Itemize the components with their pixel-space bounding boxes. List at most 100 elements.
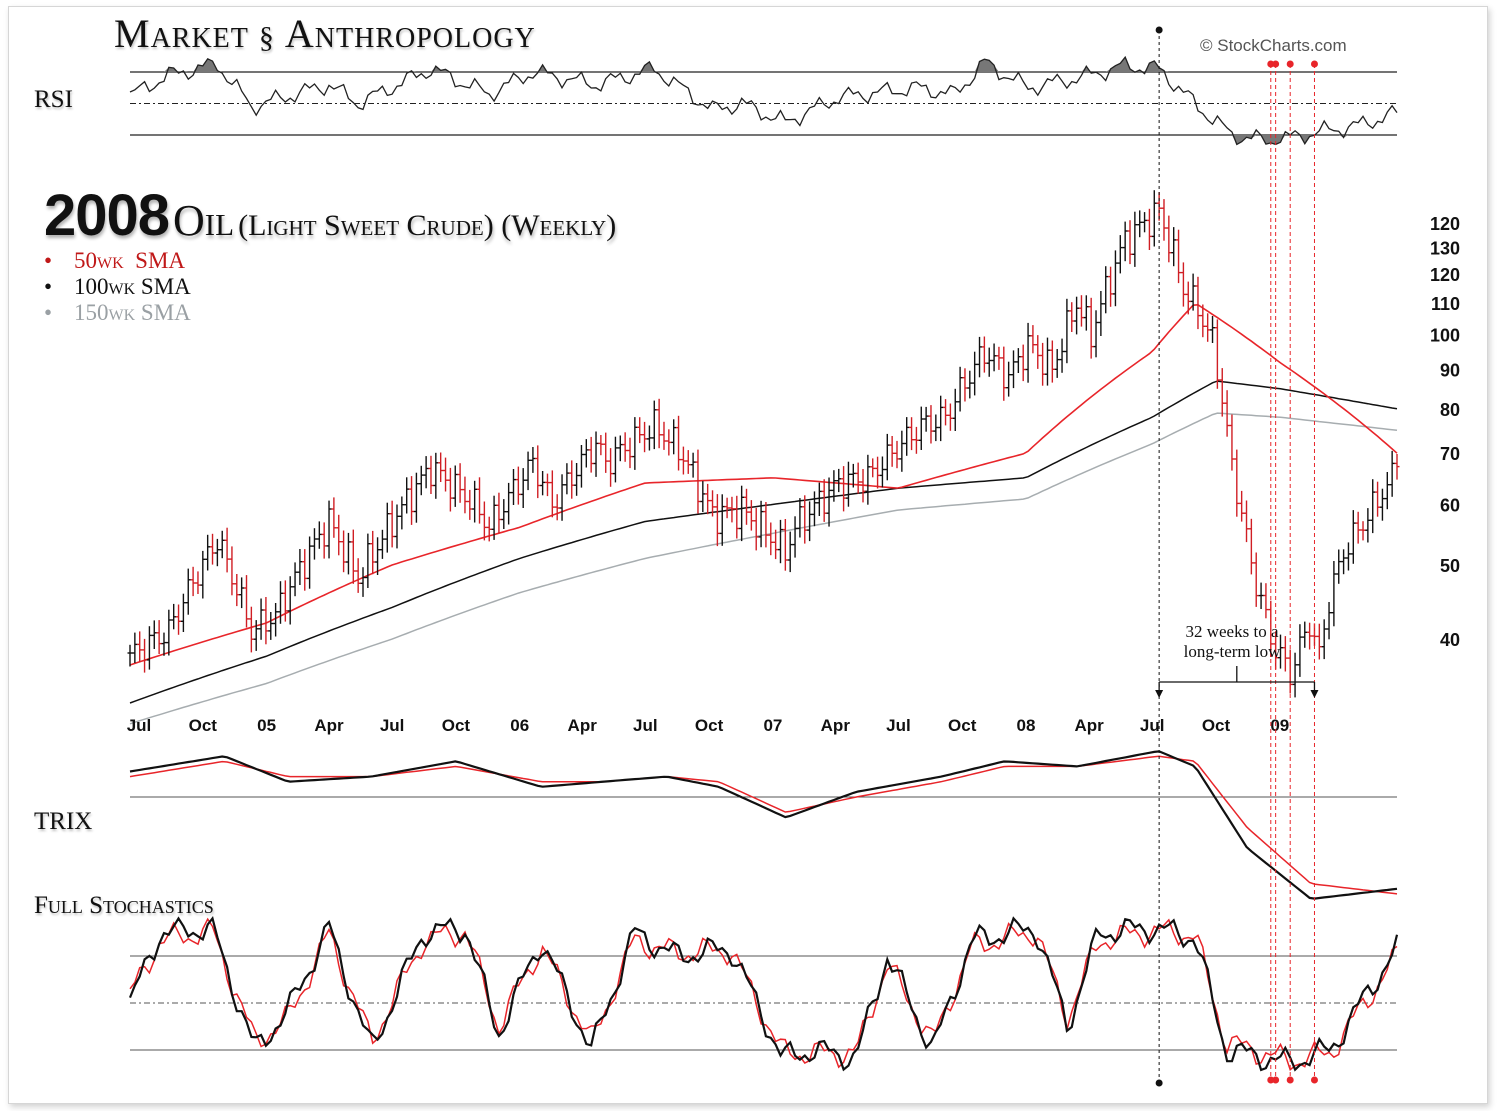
price-bar — [462, 476, 468, 514]
price-bar — [1350, 510, 1356, 564]
price-tick-label: 100 — [1430, 326, 1460, 346]
price-bar — [530, 447, 536, 473]
date-tick-label: Jul — [633, 716, 658, 735]
price-bar — [870, 458, 876, 478]
date-tick-label: Oct — [695, 716, 724, 735]
price-bar — [1112, 250, 1118, 307]
price-bar — [1151, 190, 1157, 247]
price-bar — [1176, 229, 1182, 284]
price-panel: 120 130 120 110 100 90 80 70 60 50 40 — [127, 190, 1460, 725]
price-bar — [782, 519, 788, 571]
price-bar — [389, 500, 395, 548]
price-bar — [1049, 340, 1055, 383]
price-bar — [142, 638, 148, 673]
price-bar — [210, 533, 216, 565]
price-bar — [443, 457, 449, 492]
chart-frame — [8, 6, 1488, 1104]
price-bar — [1360, 521, 1366, 541]
price-bar — [676, 415, 682, 471]
price-tick-label: 60 — [1440, 495, 1460, 515]
price-bar — [180, 593, 186, 632]
price-bar — [151, 620, 157, 649]
price-bar — [219, 530, 225, 559]
price-bar — [836, 468, 842, 493]
price-bar — [384, 502, 390, 553]
legend-sma-150: • 150wk SMA — [44, 300, 191, 325]
low-top-dot — [1310, 60, 1318, 68]
annotation-line-1: 32 weeks to a — [1185, 622, 1279, 641]
price-bar — [753, 507, 759, 551]
price-bar — [438, 452, 444, 482]
trix-panel — [129, 750, 1398, 900]
stochastics-panel — [128, 915, 1399, 1072]
price-bar — [307, 536, 313, 589]
price-bar — [224, 527, 230, 573]
price-bar — [656, 398, 662, 449]
price-bar — [758, 500, 764, 548]
price-bar — [409, 476, 415, 525]
price-bar — [244, 575, 250, 628]
date-tick-label: 06 — [510, 716, 529, 735]
price-bar — [1331, 561, 1337, 627]
price-bar — [554, 494, 560, 521]
price-bar — [938, 395, 944, 442]
price-bar — [1103, 266, 1109, 314]
date-tick-label: Apr — [568, 716, 598, 735]
price-bar — [365, 533, 371, 588]
stockcharts-credit: © StockCharts.com — [1200, 36, 1347, 55]
legend-sma-100: • 100wk SMA — [44, 274, 191, 299]
price-bar — [928, 405, 934, 444]
price-bar — [637, 417, 643, 444]
price-bar — [1117, 235, 1123, 274]
price-bar — [651, 400, 657, 450]
price-bar — [1355, 511, 1361, 544]
price-bar — [918, 406, 924, 450]
price-bar — [744, 488, 750, 525]
price-bar — [816, 482, 822, 516]
price-bar — [132, 632, 138, 663]
price-bar — [195, 571, 201, 594]
price-bar — [166, 609, 172, 656]
price-bar — [350, 529, 356, 584]
price-bar — [447, 467, 453, 512]
date-tick-label: 09 — [1270, 716, 1289, 735]
price-bar — [1108, 266, 1114, 307]
date-tick-label: Oct — [442, 716, 471, 735]
price-bar — [734, 495, 740, 539]
price-bar — [574, 463, 580, 496]
price-bar — [525, 451, 531, 491]
price-bar — [666, 429, 672, 456]
price-bar — [205, 534, 211, 571]
price-bar — [253, 620, 259, 651]
price-tick-label: 40 — [1440, 630, 1460, 650]
price-bar — [423, 456, 429, 489]
price-bar — [311, 528, 317, 560]
trix-line — [129, 750, 1398, 900]
price-bar — [1040, 342, 1046, 386]
price-bar — [467, 489, 473, 520]
price-bar — [341, 530, 347, 573]
price-bar — [156, 620, 162, 654]
price-bar — [1292, 652, 1298, 698]
price-bar — [860, 469, 866, 503]
price-bar — [1054, 349, 1060, 378]
price-bar — [559, 474, 565, 521]
title-name: Oil — [173, 196, 235, 245]
price-bar — [1321, 619, 1327, 660]
price-bar — [297, 549, 303, 585]
low-top-dot — [1286, 60, 1294, 68]
price-bar — [1001, 346, 1007, 401]
date-tick-label: Apr — [821, 716, 851, 735]
price-bar — [850, 463, 856, 488]
price-bar — [787, 531, 793, 573]
price-bar — [777, 519, 783, 564]
price-bar — [239, 577, 245, 609]
low-bottom-dot — [1272, 1076, 1280, 1084]
price-bar — [913, 426, 919, 454]
bracket-arrow-right — [1310, 690, 1319, 698]
price-bar — [1244, 500, 1250, 543]
price-bar — [1142, 212, 1148, 233]
price-bar — [345, 532, 351, 575]
price-bar — [1214, 319, 1220, 389]
